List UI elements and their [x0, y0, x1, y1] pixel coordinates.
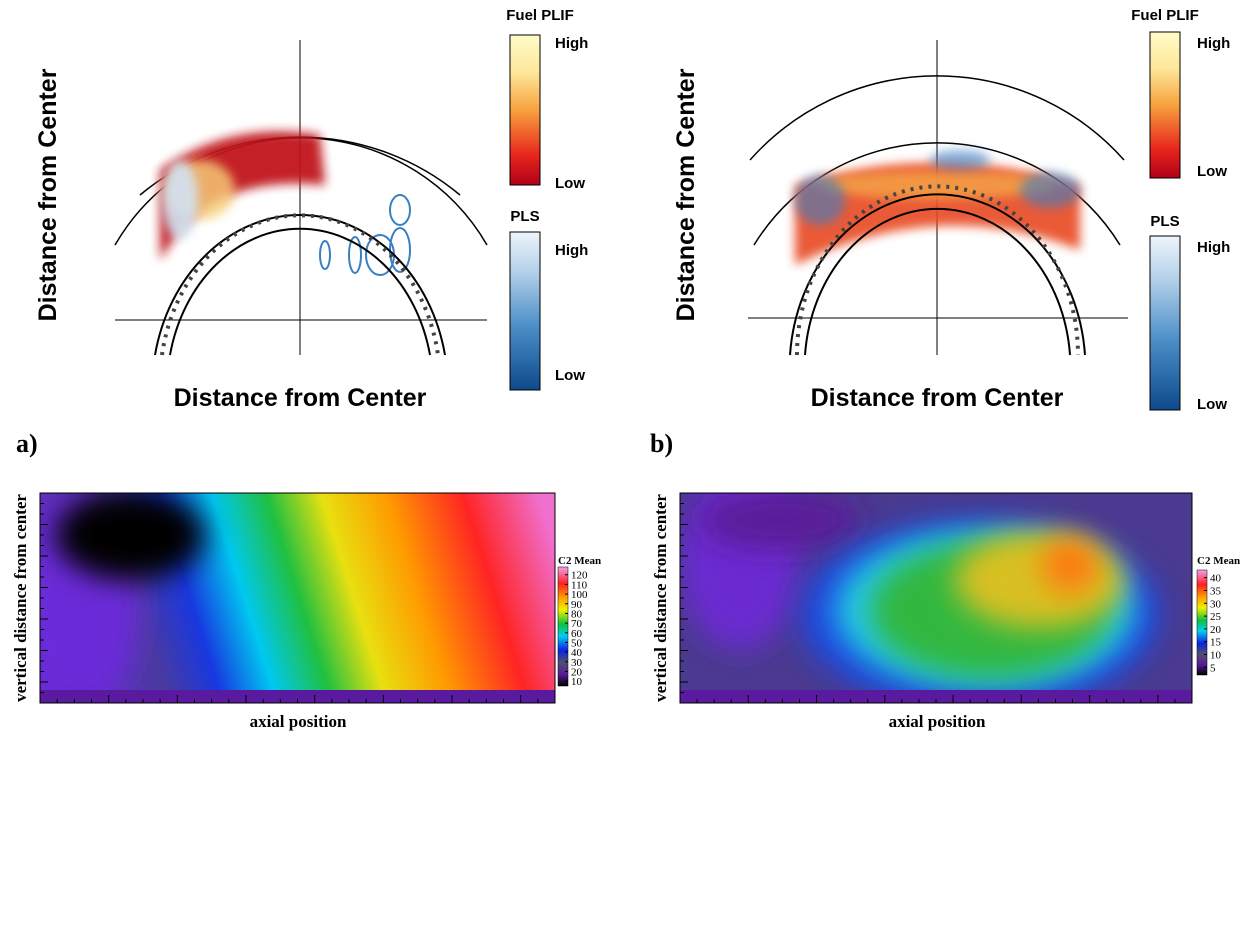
heatmap-b [680, 493, 1192, 703]
y-axis-label: vertical distance from center [11, 494, 30, 702]
colorbar-tick-label: 100 [571, 589, 588, 601]
x-axis-label: Distance from Center [174, 384, 427, 412]
colorbar-tick-label: 35 [1210, 585, 1222, 597]
colorbar-tick-label: 50 [571, 637, 583, 649]
colorbar-low: Low [1197, 396, 1227, 413]
colorbar-tick-label: 40 [1210, 573, 1222, 585]
panel-b [748, 40, 1128, 356]
colorbar-low: Low [555, 175, 585, 192]
colorbar-tick-label: 20 [571, 666, 583, 678]
colorbar-tick-label: 70 [571, 618, 583, 630]
panel-a [114, 40, 488, 356]
colorbar-tick-label: 40 [571, 647, 583, 659]
x-axis-label: axial position [250, 712, 347, 731]
colorbar-high: High [1197, 239, 1230, 256]
colorbar-title: PLS [1150, 213, 1179, 230]
colorbar-title: Fuel PLIF [506, 7, 574, 24]
y-axis-label: vertical distance from center [651, 494, 670, 702]
heatmap-a [40, 493, 555, 703]
colorbar-title: PLS [510, 208, 539, 225]
colorbar-tick-label: 15 [1210, 637, 1222, 649]
colorbar-tick-label: 10 [571, 676, 583, 688]
colorbar-low: Low [1197, 163, 1227, 180]
colorbar [1149, 31, 1181, 179]
colorbar-tick-label: 25 [1210, 611, 1222, 623]
colorbar-tick-label: 80 [571, 608, 583, 620]
x-axis-label: Distance from Center [811, 384, 1064, 412]
colorbar-tick-label: 20 [1210, 624, 1222, 636]
panel-label: b) [650, 429, 673, 458]
panel-label: a) [16, 429, 38, 458]
colorbar-high: High [555, 242, 588, 259]
colorbar [1196, 569, 1208, 676]
colorbar-tick-label: 60 [571, 628, 583, 640]
colorbar-title: C2 Mean [558, 555, 601, 567]
colorbar [557, 566, 569, 687]
colorbar-tick-label: 90 [571, 599, 583, 611]
x-axis-label: axial position [889, 712, 986, 731]
colorbar-low: Low [555, 367, 585, 384]
colorbar-tick-label: 30 [1210, 598, 1222, 610]
y-axis-label: Distance from Center [34, 68, 62, 321]
colorbar-title: Fuel PLIF [1131, 7, 1199, 24]
colorbar-high: High [555, 35, 588, 52]
colorbar-tick-label: 10 [1210, 650, 1222, 662]
colorbar-tick-label: 30 [571, 657, 583, 669]
colorbar-high: High [1197, 35, 1230, 52]
colorbar [509, 34, 541, 186]
colorbar-tick-label: 110 [571, 579, 588, 591]
colorbar [1149, 235, 1181, 411]
colorbar-tick-label: 5 [1210, 662, 1216, 674]
colorbar-tick-label: 120 [571, 570, 588, 582]
colorbar-title: C2 Mean [1197, 555, 1240, 567]
colorbar [509, 231, 541, 391]
y-axis-label: Distance from Center [672, 68, 700, 321]
